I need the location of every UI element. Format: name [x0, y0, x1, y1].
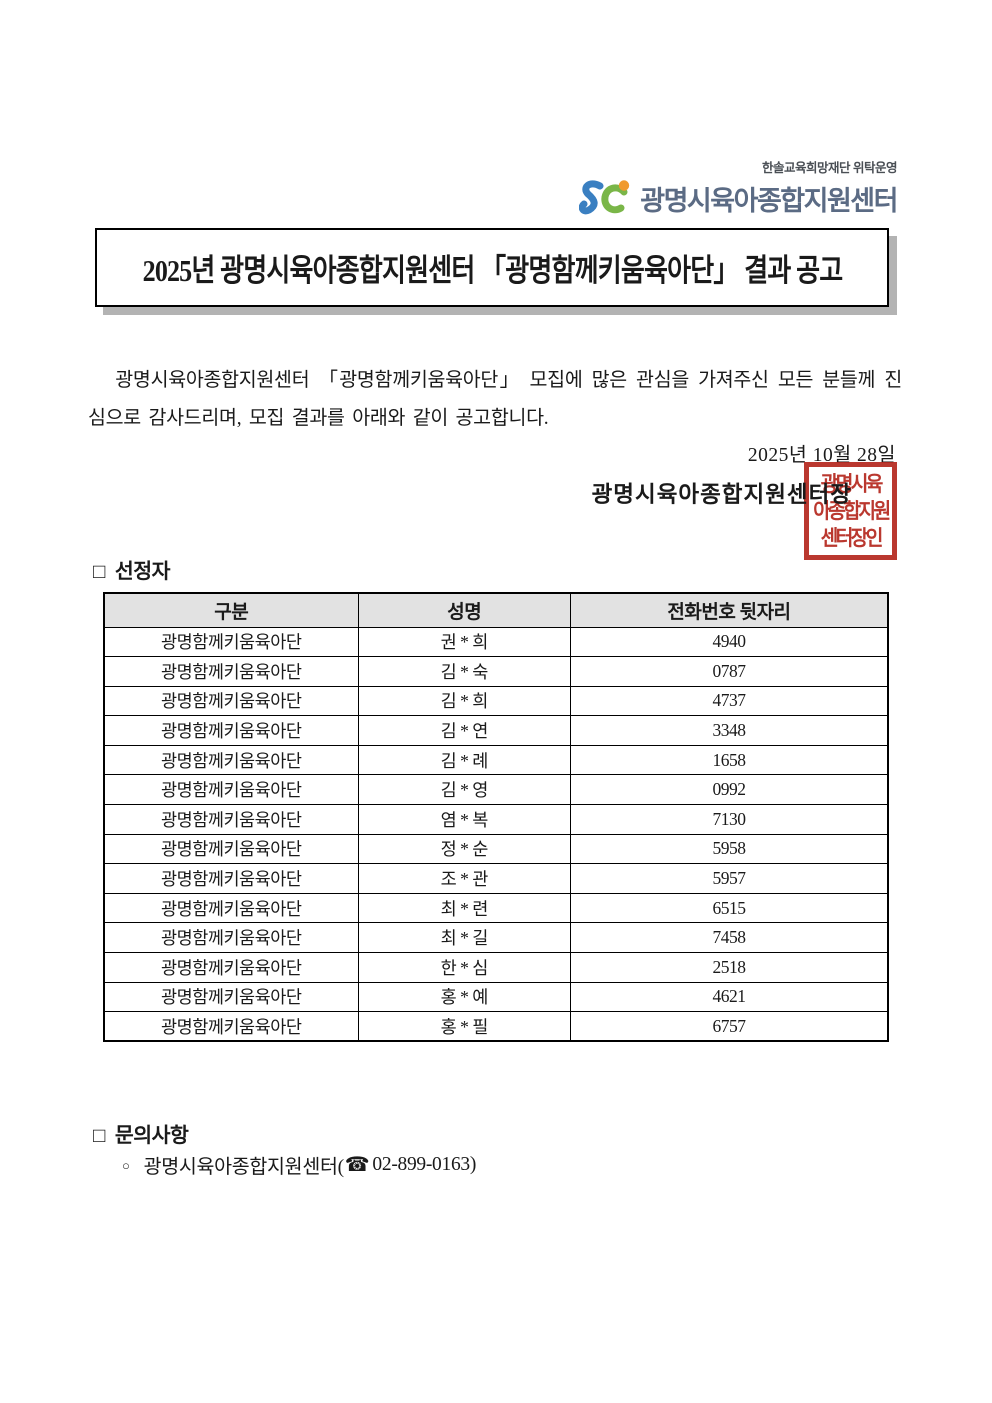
- cell-name: 김 * 연: [357, 715, 571, 746]
- cell-category: 광명함께키움육아단: [103, 1011, 359, 1042]
- table-row: 광명함께키움육아단 권 * 희 4940: [103, 626, 889, 658]
- phone-icon: ☎: [344, 1154, 370, 1176]
- seal-text-line: 센터장인: [820, 525, 883, 550]
- cell-category: 광명함께키움육아단: [103, 922, 359, 954]
- table-row: 광명함께키움육아단 김 * 숙 0787: [103, 656, 889, 687]
- selected-results-table: 구분 성명 전화번호 뒷자리 광명함께키움육아단 권 * 희 4940 광명함께키움육…: [103, 592, 889, 1043]
- seal-text-line: 아종합지원: [812, 498, 891, 523]
- cell-name: 최 * 련: [357, 892, 571, 924]
- column-header-category: 구분: [103, 592, 359, 628]
- page-title: 2025년 광명시육아종합지원센터 「광명함께키움육아단」 결과 공고: [142, 253, 843, 288]
- cell-category: 광명함께키움육아단: [103, 833, 359, 865]
- table-row: 광명함께키움육아단 염 * 복 7130: [103, 804, 889, 835]
- table-row: 광명함께키움육아단 김 * 영 0992: [103, 774, 889, 806]
- square-bullet-icon: □: [93, 561, 105, 583]
- cell-category: 광명함께키움육아단: [103, 981, 359, 1013]
- table-row: 광명함께키움육아단 김 * 연 3348: [103, 715, 889, 746]
- cell-category: 광명함께키움육아단: [103, 863, 359, 894]
- org-logo-icon: [579, 177, 635, 219]
- cell-category: 광명함께키움육아단: [103, 744, 359, 776]
- intro-paragraph: 광명시육아종합지원센터 「광명함께키움육아단」 모집에 많은 관심을 가져주신 …: [88, 370, 902, 429]
- cell-name: 김 * 숙: [357, 656, 571, 687]
- cell-phone: 7130: [569, 804, 889, 835]
- seal-text-line: 광명시육: [820, 471, 883, 496]
- table-row: 광명함께키움육아단 정 * 순 5958: [103, 833, 889, 865]
- selected-table-body: 광명함께키움육아단 권 * 희 4940 광명함께키움육아단 김 * 숙 0787 광명함께…: [103, 626, 889, 1042]
- org-logo-block: 한솔교육희망재단 위탁운영 광명시육아종합지원센터: [579, 157, 898, 219]
- section-heading-selected: □ 선정자: [93, 554, 170, 584]
- logo-subtitle: 한솔교육희망재단 위탁운영: [762, 161, 897, 175]
- cell-name: 최 * 길: [357, 922, 571, 954]
- cell-category: 광명함께키움육아단: [103, 685, 359, 717]
- cell-phone: 3348: [569, 715, 889, 746]
- signer-name: 광명시육아종합지원센터장: [591, 482, 852, 507]
- table-row: 광명함께키움육아단 홍 * 필 6757: [103, 1011, 889, 1042]
- column-header-phone: 전화번호 뒷자리: [569, 592, 889, 628]
- table-row: 광명함께키움육아단 최 * 련 6515: [103, 892, 889, 924]
- cell-name: 정 * 순: [357, 833, 571, 865]
- cell-category: 광명함께키움육아단: [103, 892, 359, 924]
- cell-phone: 5958: [569, 833, 889, 865]
- cell-name: 권 * 희: [357, 626, 571, 658]
- announcement-date: 2025년 10월 28일: [747, 445, 896, 466]
- cell-phone: 4737: [569, 685, 889, 717]
- cell-phone: 4940: [569, 626, 889, 658]
- table-row: 광명함께키움육아단 홍 * 예 4621: [103, 981, 889, 1013]
- cell-category: 광명함께키움육아단: [103, 626, 359, 658]
- cell-name: 김 * 영: [357, 774, 571, 806]
- cell-phone: 2518: [569, 952, 889, 983]
- cell-category: 광명함께키움육아단: [103, 804, 359, 835]
- cell-name: 조 * 관: [357, 863, 571, 894]
- inquiry-contact-phone: 02-899-0163): [372, 1153, 477, 1175]
- cell-phone: 5957: [569, 863, 889, 894]
- cell-name: 김 * 례: [357, 744, 571, 776]
- square-bullet-icon: □: [93, 1125, 105, 1147]
- cell-phone: 6515: [569, 892, 889, 924]
- announcement-title-box: 2025년 광명시육아종합지원센터 「광명함께키움육아단」 결과 공고: [95, 228, 889, 307]
- circle-bullet-icon: ○: [122, 1157, 130, 1173]
- section-heading-inquiry: □ 문의사항: [93, 1118, 189, 1148]
- inquiry-contact-line: ○ 광명시육아종합지원센터( ☎ 02-899-0163): [122, 1150, 476, 1179]
- official-seal-stamp: 광명시육 아종합지원 센터장인: [804, 462, 897, 560]
- section-heading-label: 선정자: [114, 561, 171, 583]
- inquiry-contact-text: 광명시육아종합지원센터(: [143, 1157, 345, 1178]
- table-row: 광명함께키움육아단 김 * 례 1658: [103, 744, 889, 776]
- cell-name: 홍 * 필: [357, 1011, 571, 1042]
- cell-name: 염 * 복: [357, 804, 571, 835]
- column-header-name: 성명: [357, 592, 571, 628]
- cell-phone: 7458: [569, 922, 889, 954]
- cell-phone: 4621: [569, 981, 889, 1013]
- cell-name: 김 * 희: [357, 685, 571, 717]
- cell-phone: 0992: [569, 774, 889, 806]
- table-row: 광명함께키움육아단 최 * 길 7458: [103, 922, 889, 954]
- section-heading-label: 문의사항: [114, 1125, 189, 1147]
- cell-name: 한 * 심: [357, 952, 571, 983]
- cell-name: 홍 * 예: [357, 981, 571, 1013]
- table-row: 광명함께키움육아단 한 * 심 2518: [103, 952, 889, 983]
- cell-phone: 6757: [569, 1011, 889, 1042]
- cell-category: 광명함께키움육아단: [103, 715, 359, 746]
- cell-category: 광명함께키움육아단: [103, 656, 359, 687]
- cell-phone: 0787: [569, 656, 889, 687]
- org-name: 광명시육아종합지원센터: [640, 185, 898, 216]
- table-row: 광명함께키움육아단 김 * 희 4737: [103, 685, 889, 717]
- table-header-row: 구분 성명 전화번호 뒷자리: [103, 592, 889, 628]
- cell-category: 광명함께키움육아단: [103, 774, 359, 806]
- table-row: 광명함께키움육아단 조 * 관 5957: [103, 863, 889, 894]
- cell-category: 광명함께키움육아단: [103, 952, 359, 983]
- cell-phone: 1658: [569, 744, 889, 776]
